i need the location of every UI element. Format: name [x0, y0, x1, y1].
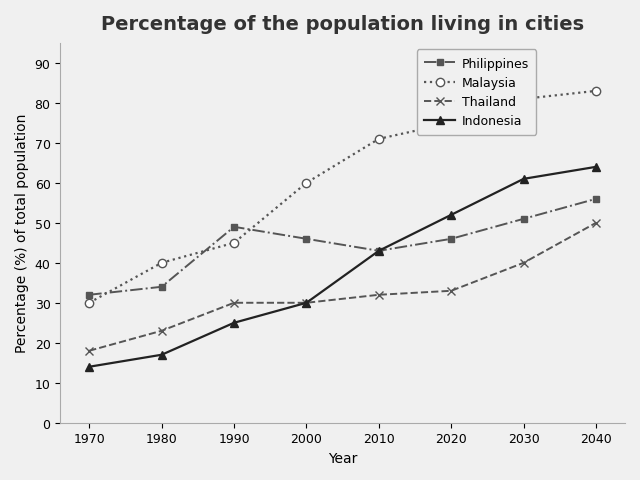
Malaysia — [520, 97, 527, 103]
Indonesia — [520, 177, 527, 182]
Philippines — [447, 237, 455, 242]
Philippines — [592, 196, 600, 202]
Indonesia — [303, 300, 310, 306]
Line: Malaysia: Malaysia — [85, 87, 600, 307]
Indonesia — [592, 165, 600, 170]
Indonesia — [85, 364, 93, 370]
Malaysia — [230, 240, 238, 246]
Philippines — [85, 292, 93, 298]
Thailand — [85, 348, 93, 354]
Thailand — [375, 292, 383, 298]
Malaysia — [303, 180, 310, 186]
Indonesia — [447, 213, 455, 218]
Thailand — [303, 300, 310, 306]
Y-axis label: Percentage (%) of total population: Percentage (%) of total population — [15, 114, 29, 353]
Title: Percentage of the population living in cities: Percentage of the population living in c… — [101, 15, 584, 34]
Philippines — [230, 225, 238, 230]
Indonesia — [375, 248, 383, 254]
Philippines — [375, 248, 383, 254]
Malaysia — [447, 120, 455, 126]
Line: Thailand: Thailand — [85, 219, 600, 355]
Indonesia — [158, 352, 166, 358]
Philippines — [520, 216, 527, 222]
Thailand — [592, 220, 600, 226]
Line: Philippines: Philippines — [86, 196, 600, 299]
Line: Indonesia: Indonesia — [85, 163, 600, 371]
Malaysia — [592, 89, 600, 95]
Indonesia — [230, 320, 238, 326]
Malaysia — [375, 137, 383, 143]
Thailand — [158, 328, 166, 334]
Legend: Philippines, Malaysia, Thailand, Indonesia: Philippines, Malaysia, Thailand, Indones… — [417, 50, 536, 136]
Philippines — [303, 237, 310, 242]
Thailand — [447, 288, 455, 294]
Philippines — [158, 284, 166, 290]
Thailand — [230, 300, 238, 306]
Malaysia — [85, 300, 93, 306]
Malaysia — [158, 260, 166, 266]
Thailand — [520, 260, 527, 266]
X-axis label: Year: Year — [328, 451, 357, 465]
